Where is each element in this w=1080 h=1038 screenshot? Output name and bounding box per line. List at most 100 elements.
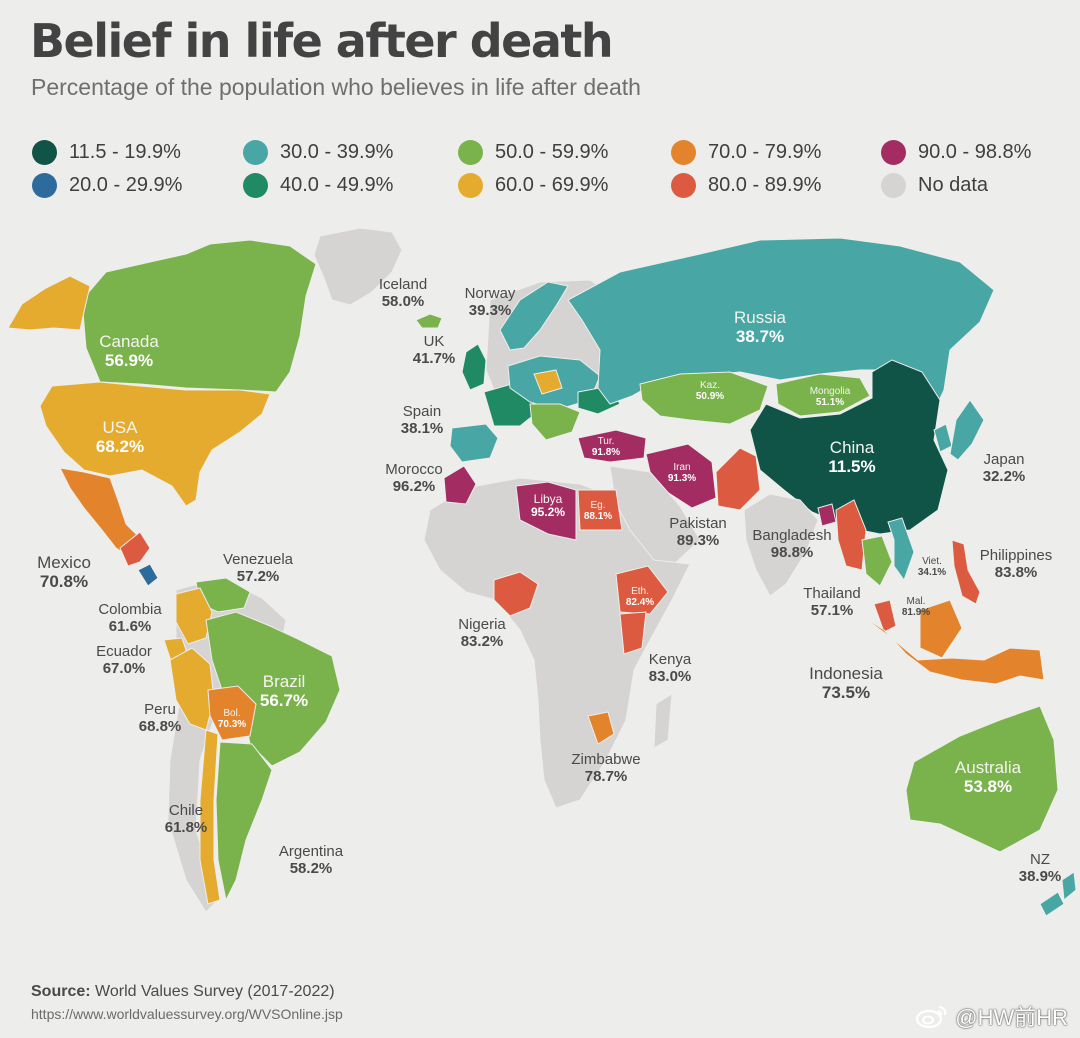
label-nz: NZ 38.9%	[1018, 851, 1062, 886]
country-value: 73.5%	[821, 683, 871, 703]
country-value: 57.1%	[810, 601, 854, 619]
legend-label: 80.0 - 89.9%	[708, 174, 822, 196]
country-value: 95.2%	[530, 505, 566, 520]
country-value: 57.2%	[236, 567, 280, 585]
legend-item: 20.0 - 29.9%	[32, 173, 182, 198]
country-shape-nigeria	[493, 571, 539, 617]
label-iceland: Iceland 58.0%	[378, 276, 428, 311]
label-venezuela: Venezuela 57.2%	[222, 551, 294, 586]
country-name: Nigeria	[458, 616, 506, 633]
country-shape-central-america	[119, 531, 151, 567]
country-shape-greenland	[313, 227, 403, 306]
country-shape-australia	[905, 705, 1059, 853]
legend-swatch	[32, 173, 57, 198]
legend-item: 50.0 - 59.9%	[458, 140, 608, 165]
country-shape-iceland	[415, 313, 443, 329]
country-value: 58.0%	[381, 292, 425, 310]
legend-label: 60.0 - 69.9%	[495, 174, 609, 196]
country-shape-philippines	[951, 539, 981, 605]
country-value: 91.8%	[591, 447, 621, 459]
legend-label: 40.0 - 49.9%	[280, 174, 394, 196]
country-shape-malaysia-borneo	[919, 599, 963, 659]
country-shape-alaska	[7, 275, 91, 331]
country-value: 82.4%	[625, 597, 655, 609]
country-shape-kazakhstan	[639, 371, 769, 425]
country-shape-turkey	[577, 429, 647, 463]
label-australia: Australia 53.8%	[955, 758, 1021, 796]
label-mongolia: Mongolia 51.1%	[810, 386, 851, 408]
country-shape-poland	[533, 369, 563, 395]
country-value: 53.8%	[963, 777, 1013, 797]
label-norway: Norway 39.3%	[465, 285, 516, 320]
country-value: 70.3%	[217, 719, 247, 731]
legend-swatch	[32, 140, 57, 165]
label-japan: Japan 32.2%	[983, 451, 1026, 486]
label-vietnam: Viet. 34.1%	[918, 556, 946, 578]
label-egypt: Eg. 88.1%	[584, 500, 612, 522]
country-name: UK	[423, 333, 445, 350]
country-value: 38.1%	[400, 419, 444, 437]
country-value: 68.8%	[138, 717, 182, 735]
country-value: 83.0%	[648, 667, 692, 685]
country-name: Bangladesh	[752, 527, 832, 544]
country-name: Indonesia	[809, 664, 883, 683]
label-kenya: Kenya 83.0%	[648, 651, 692, 686]
watermark-text: @HW前HR	[955, 1005, 1068, 1030]
country-value: 83.2%	[460, 632, 504, 650]
country-shape-canada	[81, 239, 317, 393]
country-name: Libya	[533, 492, 563, 506]
country-shape-bolivia	[207, 685, 257, 741]
country-name: Eth.	[631, 586, 649, 597]
country-name: Japan	[983, 451, 1025, 468]
label-usa: USA 68.2%	[96, 418, 144, 456]
country-shape-vietnam	[887, 517, 915, 582]
country-shape-ethiopia	[615, 565, 669, 615]
country-name: Mongolia	[809, 386, 851, 397]
legend-swatch	[243, 140, 268, 165]
country-shape-libya	[515, 481, 577, 541]
label-libya: Libya 95.2%	[530, 492, 566, 520]
country-name: NZ	[1029, 851, 1050, 868]
label-russia: Russia 38.7%	[734, 308, 786, 346]
legend-item: 70.0 - 79.9%	[671, 140, 821, 165]
country-value: 51.1%	[815, 397, 845, 409]
country-name: Morocco	[385, 461, 443, 478]
page-subtitle: Percentage of the population who believe…	[31, 74, 641, 100]
country-name: Eg.	[590, 500, 606, 511]
country-name: Iceland	[378, 276, 428, 293]
country-shape-mongolia	[775, 373, 871, 417]
source-text: World Values Survey (2017-2022)	[95, 983, 335, 1000]
country-name: Tur.	[597, 436, 615, 447]
country-shape-myanmar	[835, 499, 867, 571]
country-name: Kaz.	[699, 380, 721, 391]
country-shape-malaysia	[873, 599, 897, 633]
legend-swatch	[243, 173, 268, 198]
country-name: Venezuela	[222, 551, 294, 568]
source-url[interactable]: https://www.worldvaluessurvey.org/WVSOnl…	[31, 1006, 343, 1022]
country-shape-colombia	[175, 587, 213, 645]
label-zimbabwe: Zimbabwe 78.7%	[571, 751, 640, 786]
legend-label: No data	[918, 174, 989, 196]
legend-label: 20.0 - 29.9%	[69, 174, 183, 196]
country-shape-caribbean	[137, 563, 159, 587]
country-shape-thailand	[861, 535, 893, 587]
label-uk: UK 41.7%	[413, 333, 456, 368]
country-name: Peru	[144, 701, 176, 718]
country-name: USA	[102, 418, 138, 437]
country-shape-india-nodata	[743, 493, 819, 597]
legend-item: No data	[881, 173, 988, 198]
label-indonesia: Indonesia 73.5%	[809, 664, 883, 702]
legend-label: 50.0 - 59.9%	[495, 141, 609, 163]
label-kazakhstan: Kaz. 50.9%	[696, 380, 724, 402]
label-argentina: Argentina 58.2%	[279, 843, 343, 878]
label-peru: Peru 68.8%	[138, 701, 182, 736]
country-value: 81.9%	[901, 607, 931, 619]
country-value: 56.7%	[259, 691, 309, 711]
country-value: 11.5%	[828, 457, 876, 477]
label-philippines: Philippines 83.8%	[980, 547, 1053, 582]
country-value: 38.9%	[1018, 867, 1062, 885]
country-shape-usa	[39, 381, 271, 507]
legend-item: 11.5 - 19.9%	[32, 140, 181, 165]
country-name: China	[829, 438, 875, 457]
label-iran: Iran 91.3%	[668, 462, 696, 484]
